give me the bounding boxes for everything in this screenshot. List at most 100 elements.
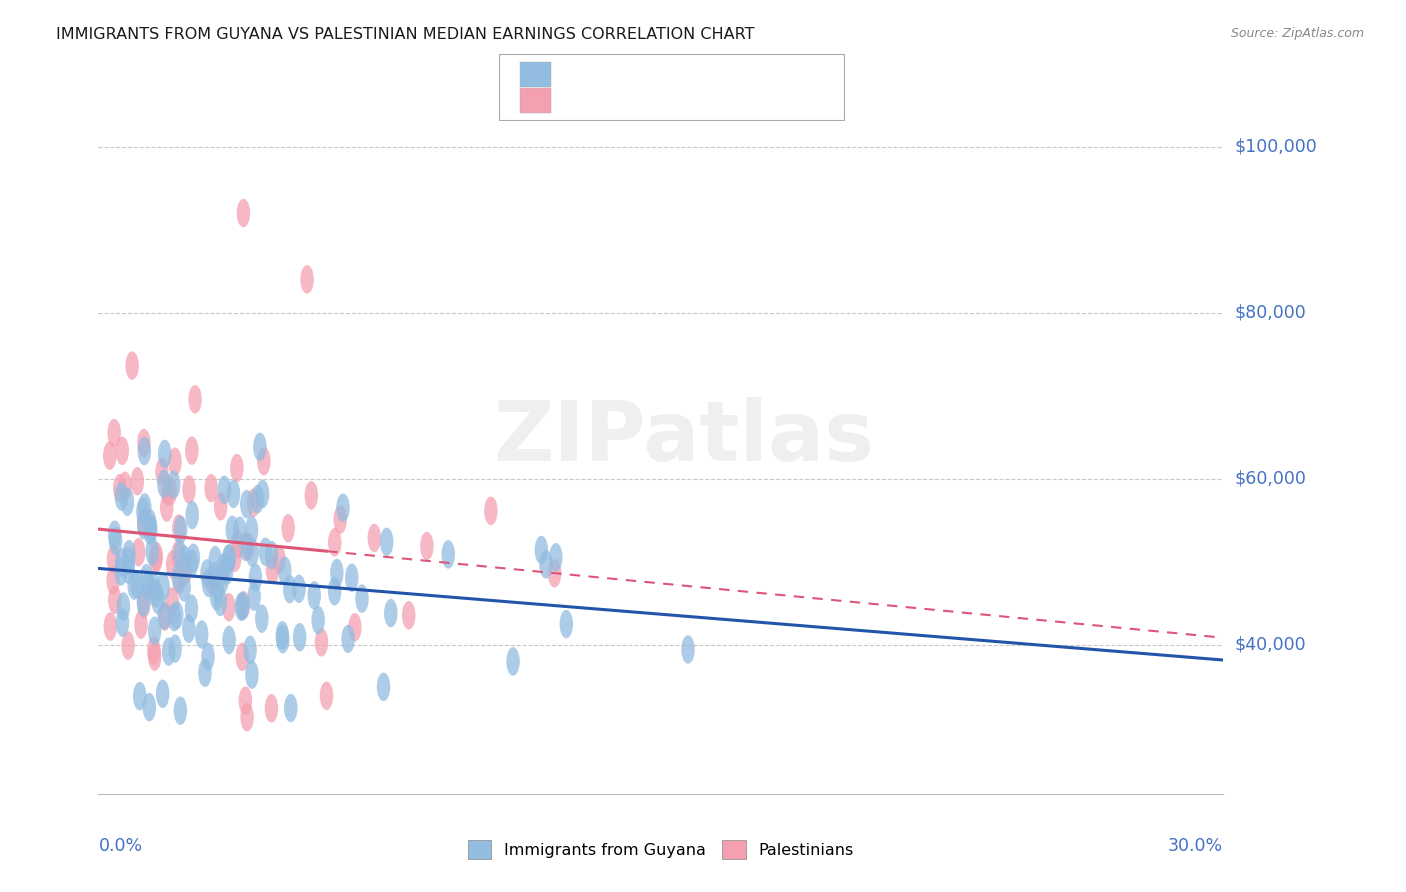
Ellipse shape [208,546,222,574]
Ellipse shape [311,606,325,634]
Ellipse shape [138,429,150,458]
Ellipse shape [253,433,267,461]
Ellipse shape [222,545,235,574]
Ellipse shape [236,592,249,621]
Ellipse shape [157,440,172,468]
Ellipse shape [247,582,262,611]
Ellipse shape [256,480,270,508]
Ellipse shape [142,572,155,600]
Ellipse shape [167,603,181,632]
Ellipse shape [107,566,120,595]
Ellipse shape [219,557,233,585]
Ellipse shape [172,564,186,592]
Ellipse shape [245,516,259,544]
Ellipse shape [682,635,695,664]
Ellipse shape [138,437,150,466]
Text: Source: ZipAtlas.com: Source: ZipAtlas.com [1230,27,1364,40]
Text: IMMIGRANTS FROM GUYANA VS PALESTINIAN MEDIAN EARNINGS CORRELATION CHART: IMMIGRANTS FROM GUYANA VS PALESTINIAN ME… [56,27,755,42]
Ellipse shape [330,558,343,587]
Ellipse shape [231,454,243,483]
Ellipse shape [336,493,350,522]
Ellipse shape [201,569,215,598]
Ellipse shape [222,626,236,655]
Ellipse shape [177,574,191,602]
Ellipse shape [548,559,561,588]
Ellipse shape [344,564,359,592]
Ellipse shape [328,528,342,557]
Ellipse shape [236,642,249,671]
Ellipse shape [183,475,195,504]
Ellipse shape [420,532,433,560]
Ellipse shape [239,687,252,715]
Ellipse shape [284,694,298,723]
Ellipse shape [441,540,456,568]
Ellipse shape [108,586,121,615]
Ellipse shape [183,615,195,643]
Ellipse shape [264,694,278,723]
Ellipse shape [138,493,152,522]
Ellipse shape [231,530,245,558]
Ellipse shape [254,605,269,633]
Ellipse shape [169,448,181,476]
Ellipse shape [128,571,141,599]
Ellipse shape [211,573,225,601]
Ellipse shape [131,467,143,496]
Ellipse shape [108,527,122,556]
Ellipse shape [143,515,157,543]
Ellipse shape [209,582,224,610]
Text: $40,000: $40,000 [1234,635,1306,654]
Ellipse shape [305,481,318,509]
Ellipse shape [118,472,132,500]
Ellipse shape [200,559,214,588]
Ellipse shape [156,680,169,708]
Ellipse shape [173,541,187,569]
Ellipse shape [236,199,250,227]
Ellipse shape [246,538,259,566]
Ellipse shape [222,544,236,573]
Ellipse shape [236,591,250,620]
Ellipse shape [162,637,176,665]
Ellipse shape [377,673,391,701]
Ellipse shape [380,527,394,556]
Ellipse shape [259,538,273,566]
Ellipse shape [172,541,184,569]
Ellipse shape [239,533,252,561]
Ellipse shape [560,610,574,639]
Ellipse shape [136,511,150,540]
Ellipse shape [134,681,146,710]
Ellipse shape [218,475,231,504]
Ellipse shape [135,610,148,639]
Ellipse shape [156,573,170,601]
Ellipse shape [136,508,150,536]
Ellipse shape [257,447,270,475]
Ellipse shape [242,533,254,561]
Ellipse shape [217,553,231,582]
Ellipse shape [132,538,145,566]
Ellipse shape [384,599,398,627]
Ellipse shape [292,574,305,603]
Ellipse shape [226,480,240,508]
Ellipse shape [121,556,135,584]
Ellipse shape [276,621,290,649]
Ellipse shape [166,587,179,615]
Ellipse shape [333,506,347,534]
Ellipse shape [233,516,246,545]
Text: 30.0%: 30.0% [1168,837,1223,855]
Ellipse shape [243,635,257,664]
Ellipse shape [160,493,173,522]
Ellipse shape [139,564,153,592]
Ellipse shape [315,628,328,657]
Ellipse shape [534,536,548,565]
Ellipse shape [328,577,342,606]
Ellipse shape [157,601,172,630]
Ellipse shape [550,543,562,572]
Ellipse shape [121,547,135,575]
Ellipse shape [115,608,129,637]
Ellipse shape [402,601,416,630]
Ellipse shape [184,549,198,578]
Ellipse shape [145,537,159,566]
Ellipse shape [179,546,191,574]
Ellipse shape [103,442,117,470]
Ellipse shape [266,556,280,584]
Ellipse shape [283,575,297,604]
